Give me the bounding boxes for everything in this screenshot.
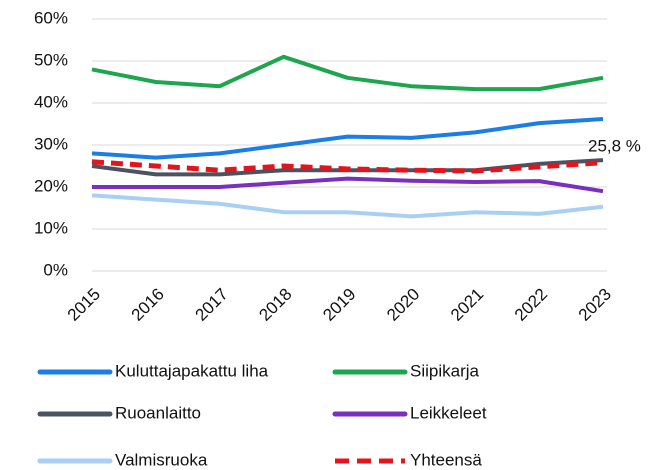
x-tick-label: 2018	[255, 285, 295, 325]
series-line	[91, 54, 604, 92]
y-tick-label: 60%	[34, 8, 68, 27]
x-tick-label: 2016	[128, 285, 168, 325]
x-tick-label: 2023	[575, 285, 615, 325]
y-tick-label: 0%	[43, 260, 68, 279]
y-tick-label: 40%	[34, 92, 68, 111]
y-tick-label: 10%	[34, 218, 68, 237]
legend-label: Siipikarja	[410, 361, 480, 380]
x-tick-label: 2015	[64, 285, 104, 325]
series-line	[91, 159, 604, 174]
x-tick-label: 2017	[192, 285, 232, 325]
x-tick-label: 2021	[447, 285, 487, 325]
legend-label: Leikkeleet	[410, 403, 487, 422]
y-tick-label: 50%	[34, 50, 68, 69]
series-line	[91, 193, 604, 219]
legend-label: Kuluttajapakattu liha	[115, 361, 269, 380]
y-tick-label: 30%	[34, 134, 68, 153]
legend-label: Valmisruoka	[115, 450, 208, 469]
series-line	[91, 116, 604, 160]
y-tick-label: 20%	[34, 176, 68, 195]
x-tick-label: 2022	[511, 285, 551, 325]
x-tick-label: 2019	[319, 285, 359, 325]
annotation: 25,8 %	[588, 136, 641, 155]
legend-label: Yhteensä	[410, 450, 482, 469]
series-line	[92, 176, 604, 194]
legend-label: Ruoanlaitto	[115, 403, 201, 422]
annotation-pointer	[559, 148, 587, 160]
x-tick-label: 2020	[383, 285, 423, 325]
